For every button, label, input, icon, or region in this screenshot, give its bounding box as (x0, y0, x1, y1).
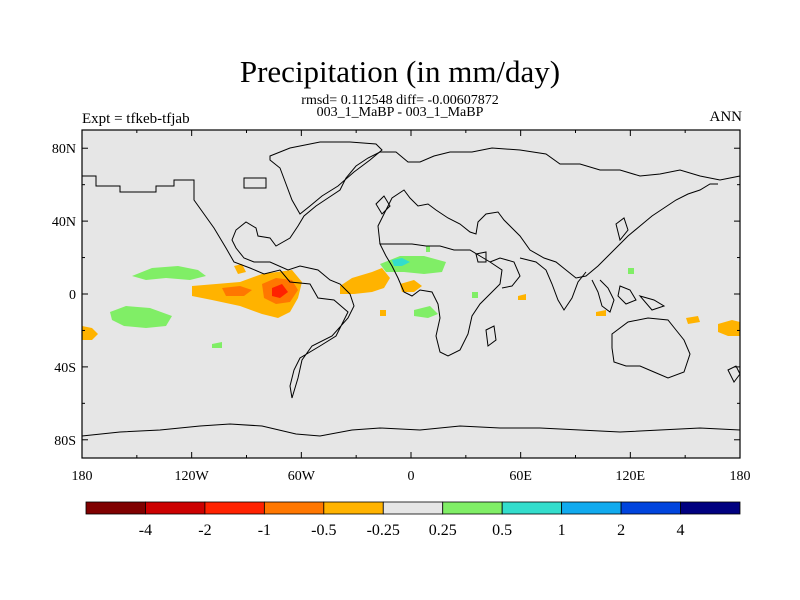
anomaly-indian-positive (414, 306, 438, 318)
colorbar-swatch (382, 501, 444, 515)
colorbar-swatch (204, 501, 265, 515)
colorbar-label: 4 (677, 522, 685, 539)
x-tick-label: 60W (288, 469, 316, 484)
y-tick-label: 0 (69, 288, 76, 303)
coastline-britain (375, 195, 391, 215)
colorbar-label: 0.25 (429, 522, 457, 539)
colorbar-swatch (680, 501, 741, 515)
anomaly-npacific-positive (132, 266, 206, 280)
colorbar-swatch (442, 501, 503, 515)
coastline-japan (615, 217, 629, 242)
anomaly-panama-red (272, 284, 288, 298)
colorbar-label: 1 (558, 522, 566, 539)
anomaly-small-negative-2 (686, 316, 700, 324)
colorbar-swatch (561, 501, 622, 515)
anomaly-small-positive-4 (426, 246, 430, 252)
x-tick-label: 0 (408, 469, 415, 484)
anomaly-africa-aqua (392, 258, 410, 266)
anomaly-east-edge-negative (718, 320, 740, 336)
coastline-antarctica (81, 423, 741, 437)
y-axis: 80N 40N 0 40S 80S (52, 142, 740, 449)
x-axis: 180 120W 60W 0 60E 120E 180 (72, 130, 751, 484)
anomaly-atlantic-negative (340, 268, 390, 294)
colorbar-label: -0.5 (311, 522, 336, 539)
colorbar-swatch (501, 501, 563, 515)
coastline-southeast-asia (591, 279, 666, 313)
colorbar-label: 0.5 (492, 522, 512, 539)
coastlines (81, 141, 741, 437)
colorbar-swatch (323, 501, 384, 515)
colorbar-swatch (620, 501, 681, 515)
anomaly-small-positive-2 (628, 268, 634, 274)
y-tick-label: 80N (52, 142, 76, 157)
anomaly-layer (82, 246, 740, 348)
colorbar-label: -1 (258, 522, 271, 539)
map-background (82, 130, 740, 458)
coastline-europe-asia (377, 183, 718, 279)
y-tick-label: 40S (54, 361, 76, 376)
colorbar-swatch (263, 501, 325, 515)
anomaly-west-edge-negative (82, 326, 98, 340)
colorbar: -4 -2 -1 -0.5 -0.25 0.25 0.5 1 2 4 (85, 501, 741, 539)
anomaly-mexico-small (234, 264, 246, 274)
coastline-madagascar (485, 325, 497, 347)
colorbar-swatch (85, 501, 146, 515)
stats-line: rmsd= 0.112548 diff= -0.00607872 (301, 93, 499, 108)
coastline-arctic (82, 147, 741, 399)
coastline-australia (611, 317, 691, 379)
x-tick-label: 120W (175, 469, 210, 484)
colorbar-label: 2 (617, 522, 625, 539)
y-tick-label: 40N (52, 215, 76, 230)
coastline-greenland (269, 141, 383, 215)
season-label: ANN (709, 109, 743, 125)
x-tick-label: 60E (509, 469, 532, 484)
colorbar-swatch (145, 501, 206, 515)
experiment-label: Expt = tfkeb-tfjab (82, 111, 190, 127)
anomaly-small-negative-4 (380, 310, 386, 316)
anomaly-west-africa-negative (400, 280, 422, 292)
coastline-caspian (475, 251, 487, 263)
x-tick-label: 120E (616, 469, 646, 484)
coastline-africa (379, 243, 503, 357)
chart-title: Precipitation (in mm/day) (239, 54, 561, 89)
anomaly-panama-core-2 (222, 286, 252, 296)
anomaly-small-negative-1 (596, 310, 606, 316)
anomaly-spacific-positive (110, 306, 172, 328)
x-tick-label: 180 (72, 469, 93, 484)
anomaly-small-positive-1 (212, 342, 222, 348)
colorbar-label: -0.25 (367, 522, 400, 539)
coastline-island-1 (243, 177, 267, 189)
coastline-arabia-india (489, 257, 587, 311)
anomaly-small-negative-3 (518, 294, 526, 300)
anomaly-small-positive-3 (472, 292, 478, 298)
subtitle: 003_1_MaBP - 003_1_MaBP (316, 105, 484, 120)
y-tick-label: 80S (54, 434, 76, 449)
colorbar-label: -2 (198, 522, 211, 539)
colorbar-label: -4 (139, 522, 152, 539)
x-tick-label: 180 (730, 469, 751, 484)
